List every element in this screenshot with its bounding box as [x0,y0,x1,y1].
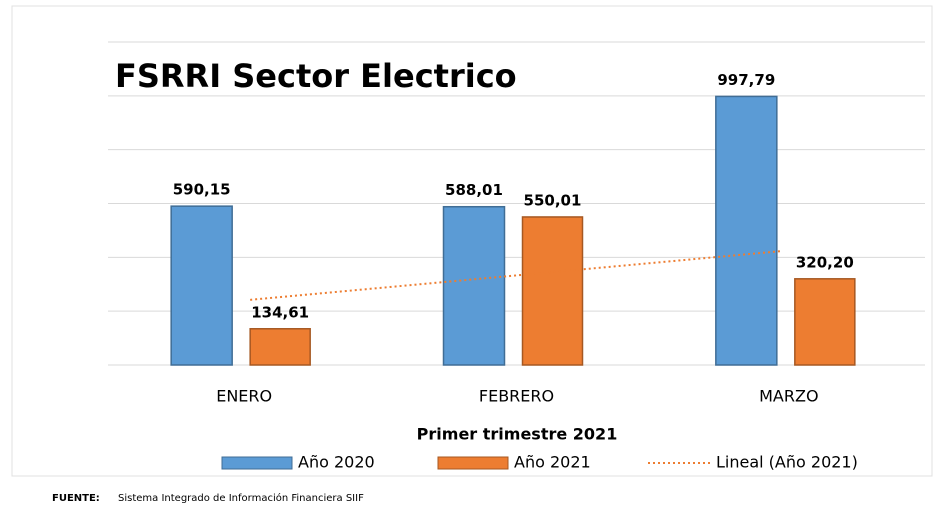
chart-frame [11,5,933,477]
source: Sistema Integrado de Información Financi… [118,492,364,504]
data-label: 588,01 [445,181,503,199]
bar [170,205,233,366]
legend-label: Lineal (Año 2021) [716,453,858,472]
data-label: 320,20 [796,253,854,271]
chart-title: FSRRI Sector Electrico [115,57,517,95]
bar [442,205,506,366]
x-axis-title: Primer trimestre 2021 [417,425,618,444]
bar [521,216,584,366]
bar [715,95,778,366]
legend-swatch [221,456,293,470]
data-label: 550,01 [524,191,582,209]
legend-swatch [437,456,509,470]
legend-label: Año 2021 [514,453,591,472]
x-tick-label: ENERO [216,387,272,406]
data-label: 134,61 [251,303,309,321]
data-label: 590,15 [173,181,231,199]
x-tick-label: FEBRERO [479,387,554,406]
bar [794,278,856,366]
bar [249,328,311,366]
source-label: FUENTE: [52,493,100,504]
trendline [250,249,783,301]
data-label: 997,79 [717,71,775,89]
legend-label: Año 2020 [298,453,375,472]
x-tick-label: MARZO [759,387,818,406]
